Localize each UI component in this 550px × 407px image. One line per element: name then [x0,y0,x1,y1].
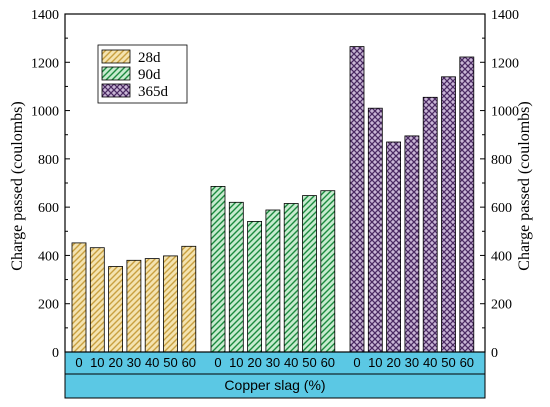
x-tick-label: 40 [145,355,159,370]
x-title-band [64,373,486,399]
y-tick-label-left: 400 [38,249,59,264]
y-tick-label-left: 200 [38,298,59,313]
bar-90d-10 [228,201,244,353]
x-tick-label: 40 [423,355,437,370]
bar-365d-50 [441,76,456,353]
x-tick-label: 20 [108,355,122,370]
y-tick-label-right: 1200 [491,56,519,71]
y-tick-label-left: 0 [52,346,59,361]
bar-28d-50 [163,255,178,353]
y-tick-label-left: 1400 [31,8,59,23]
x-tick-label: 0 [75,355,82,370]
bar-365d-20 [386,141,402,353]
x-tick-label: 10 [368,355,382,370]
x-tick-label: 60 [460,355,474,370]
bars-layer [71,46,475,353]
x-tick-label: 0 [214,355,221,370]
bar-28d-10 [89,247,105,353]
category-band: 0 10 20 30 40 50 60 0 10 20 30 40 50 60 0 10 20 30 40 50 60 [64,351,486,399]
y-tick-label-right: 200 [491,298,512,313]
legend-label-365d: 365d [138,84,169,100]
y-axis-title-left: Charge passed (coulombs) [9,101,26,270]
bar-365d-0 [349,46,365,353]
bar-28d-30 [126,259,142,353]
legend-swatch-90d [101,66,131,81]
bar-28d-40 [144,258,160,353]
x-tick-label: 20 [386,355,400,370]
x-tick-label: 50 [441,355,455,370]
bar-365d-10 [367,107,383,353]
bar-90d-20 [247,220,263,353]
bar-365d-40 [422,96,438,353]
bar-28d-60 [181,245,197,353]
legend-label-28d: 28d [138,50,161,66]
bar-90d-30 [265,209,281,353]
x-tick-label: 50 [163,355,177,370]
y-tick-label-left: 800 [38,153,59,168]
y-tick-label-left: 1000 [31,105,59,120]
legend-swatch-365d [101,83,131,98]
y-tick-label-right: 1400 [491,8,519,23]
y-tick-label-left: 1200 [31,56,59,71]
x-tick-label: 30 [266,355,280,370]
x-tick-label: 30 [127,355,141,370]
x-axis-title: Copper slag (%) [224,377,325,393]
y-axis-title-right: Charge passed (coulombs) [516,101,533,270]
bar-90d-0 [210,185,226,353]
x-tick-label: 30 [405,355,419,370]
x-tick-label: 10 [229,355,243,370]
y-tick-label-right: 0 [491,346,498,361]
x-tick-label: 20 [247,355,261,370]
x-tick-label: 10 [90,355,104,370]
bar-90d-40 [283,203,299,353]
legend-label-90d: 90d [138,67,161,83]
y-tick-label-right: 600 [491,201,512,216]
x-tick-label: 50 [302,355,316,370]
y-tick-label-left: 600 [38,201,59,216]
x-tick-label: 40 [284,355,298,370]
bar-90d-50 [302,195,317,353]
bar-28d-0 [71,242,87,353]
bar-28d-20 [108,266,123,353]
legend-swatch-28d [101,49,131,64]
x-tick-label: 60 [182,355,196,370]
bar-365d-30 [404,135,420,353]
y-tick-label-right: 400 [491,249,512,264]
y-tick-label-right: 800 [491,153,512,168]
x-tick-label: 0 [353,355,360,370]
x-tick-label: 60 [321,355,335,370]
bar-90d-60 [320,190,336,353]
bar-365d-60 [459,56,475,353]
y-tick-label-right: 1000 [491,105,519,120]
axes: 0 0 200 200 400 400 600 600 800 800 1000 1000 1200 12… [31,8,519,361]
